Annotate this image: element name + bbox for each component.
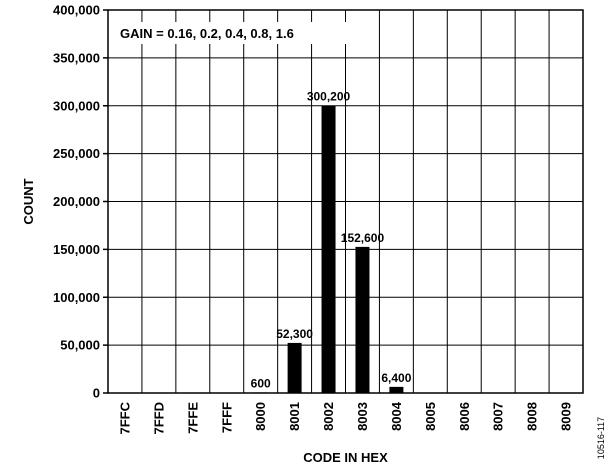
x-axis-ticks: 7FFC 7FFD 7FFE 7FFF 8000 8001 8002 8003 8004 8005… xyxy=(117,401,573,434)
x-tick-label: 7FFF xyxy=(219,402,234,433)
y-tick-label: 350,000 xyxy=(53,50,100,65)
y-axis-title: COUNT xyxy=(21,178,36,224)
grid-lines xyxy=(108,10,583,393)
x-tick-label: 8002 xyxy=(321,402,336,431)
y-tick-label: 200,000 xyxy=(53,194,100,209)
y-tick-label: 300,000 xyxy=(53,98,100,113)
data-label-8001: 52,300 xyxy=(276,327,313,341)
y-tick-label: 0 xyxy=(93,386,100,401)
x-tick-label: 8001 xyxy=(287,402,302,431)
y-axis-ticks: 0 50,000 100,000 150,000 200,000 250,000 300,0… xyxy=(53,3,108,401)
y-tick-label: 150,000 xyxy=(53,242,100,257)
bars xyxy=(253,105,404,393)
data-label-8000: 600 xyxy=(251,376,271,390)
bar-8004 xyxy=(389,386,404,393)
x-tick-label: 8003 xyxy=(355,402,370,431)
x-tick-label: 8008 xyxy=(525,402,540,431)
annotation-box xyxy=(114,22,362,44)
bar-8003 xyxy=(355,246,370,393)
y-tick-label: 400,000 xyxy=(53,3,100,18)
x-axis-title: CODE IN HEX xyxy=(303,450,388,465)
bar-8002 xyxy=(321,105,336,393)
y-tick-label: 250,000 xyxy=(53,146,100,161)
x-tick-label: 8004 xyxy=(389,401,404,431)
y-tick-label: 50,000 xyxy=(60,338,100,353)
data-label-8002: 300,200 xyxy=(307,90,351,104)
x-tick-label: 8000 xyxy=(253,402,268,431)
figure-id: 10516-117 xyxy=(596,417,606,459)
x-tick-label: 8006 xyxy=(457,402,472,431)
x-tick-label: 7FFC xyxy=(117,401,132,434)
y-tick-label: 100,000 xyxy=(53,290,100,305)
gain-annotation: GAIN = 0.16, 0.2, 0.4, 0.8, 1.6 xyxy=(120,26,294,41)
data-labels: 600 52,300 300,200 152,600 6,400 xyxy=(251,90,412,391)
x-tick-label: 7FFE xyxy=(185,402,200,434)
data-label-8004: 6,400 xyxy=(381,371,411,385)
bar-8001 xyxy=(287,342,302,393)
x-tick-label: 8007 xyxy=(491,402,506,431)
data-label-8003: 152,600 xyxy=(341,231,385,245)
x-tick-label: 7FFD xyxy=(151,402,166,435)
x-tick-label: 8009 xyxy=(559,402,574,431)
x-tick-label: 8005 xyxy=(423,402,438,431)
